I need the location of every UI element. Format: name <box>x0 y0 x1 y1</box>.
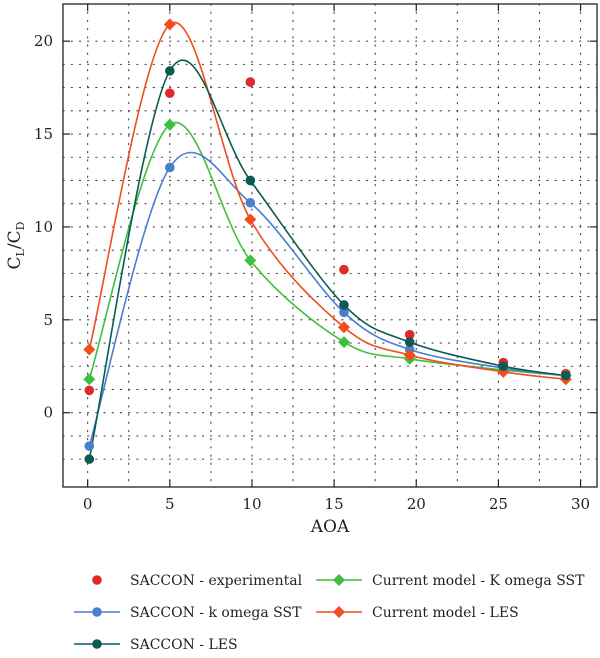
grid <box>62 3 598 488</box>
series-line <box>88 151 566 447</box>
series-line <box>88 21 566 381</box>
data-point <box>339 307 349 318</box>
data-point <box>83 343 96 356</box>
x-tick-label: 20 <box>407 495 426 513</box>
data-point <box>404 337 415 347</box>
data-point <box>339 300 349 310</box>
data-point <box>337 336 350 349</box>
axis-ticks: 0 5 10 15 20 25 30 0 5 10 15 20 <box>34 4 597 513</box>
x-tick-label: 5 <box>165 495 175 513</box>
x-tick-label: 30 <box>571 495 590 513</box>
data-point <box>244 213 257 226</box>
y-tick-label: 5 <box>43 311 53 329</box>
y-axis-title-sub2: D <box>14 221 27 230</box>
data-point <box>337 321 350 334</box>
data-point <box>560 370 571 381</box>
legend-label: Current model - LES <box>372 605 519 621</box>
data-point <box>165 162 175 173</box>
plot-frame <box>62 3 598 488</box>
y-axis-title-sep: /C <box>5 230 25 249</box>
legend-label: SACCON - experimental <box>130 573 303 589</box>
data-point <box>163 18 176 31</box>
x-tick-label: 0 <box>83 495 93 513</box>
x-axis-title: AOA <box>310 517 350 537</box>
legend-marker <box>92 639 102 649</box>
x-tick-label: 15 <box>325 495 344 513</box>
legend: SACCON - experimental Current model - K o… <box>74 573 585 653</box>
y-tick-label: 0 <box>43 404 53 422</box>
data-point <box>339 264 349 275</box>
legend-label: SACCON - LES <box>130 637 238 653</box>
series-markers <box>83 18 572 464</box>
x-tick-label: 10 <box>242 495 261 513</box>
data-point <box>245 175 256 186</box>
data-point <box>84 385 95 396</box>
y-axis-title-main: C <box>5 256 25 269</box>
series-line <box>88 59 566 460</box>
data-point <box>84 454 95 464</box>
data-point <box>165 88 175 98</box>
data-point <box>163 118 176 131</box>
legend-marker <box>92 607 102 617</box>
data-point <box>84 441 95 451</box>
legend-label: Current model - K omega SST <box>372 573 585 589</box>
legend-marker <box>333 606 345 618</box>
data-point <box>404 329 415 340</box>
data-point <box>403 349 416 362</box>
series-line <box>88 121 566 380</box>
y-tick-label: 10 <box>34 218 53 236</box>
y-axis-title: CL/CD <box>5 221 27 269</box>
series-lines <box>88 21 566 460</box>
x-tick-label: 25 <box>489 495 508 513</box>
legend-marker <box>333 574 345 586</box>
data-point <box>245 77 256 87</box>
data-point <box>83 373 96 386</box>
y-tick-label: 20 <box>34 32 53 50</box>
legend-marker <box>92 575 102 585</box>
y-tick-label: 15 <box>34 125 53 143</box>
y-axis-title-sub1: L <box>14 248 27 256</box>
data-point <box>498 361 509 372</box>
data-point <box>165 66 175 76</box>
legend-label: SACCON - k omega SST <box>130 605 302 621</box>
data-point <box>244 254 257 267</box>
data-point <box>245 197 256 208</box>
